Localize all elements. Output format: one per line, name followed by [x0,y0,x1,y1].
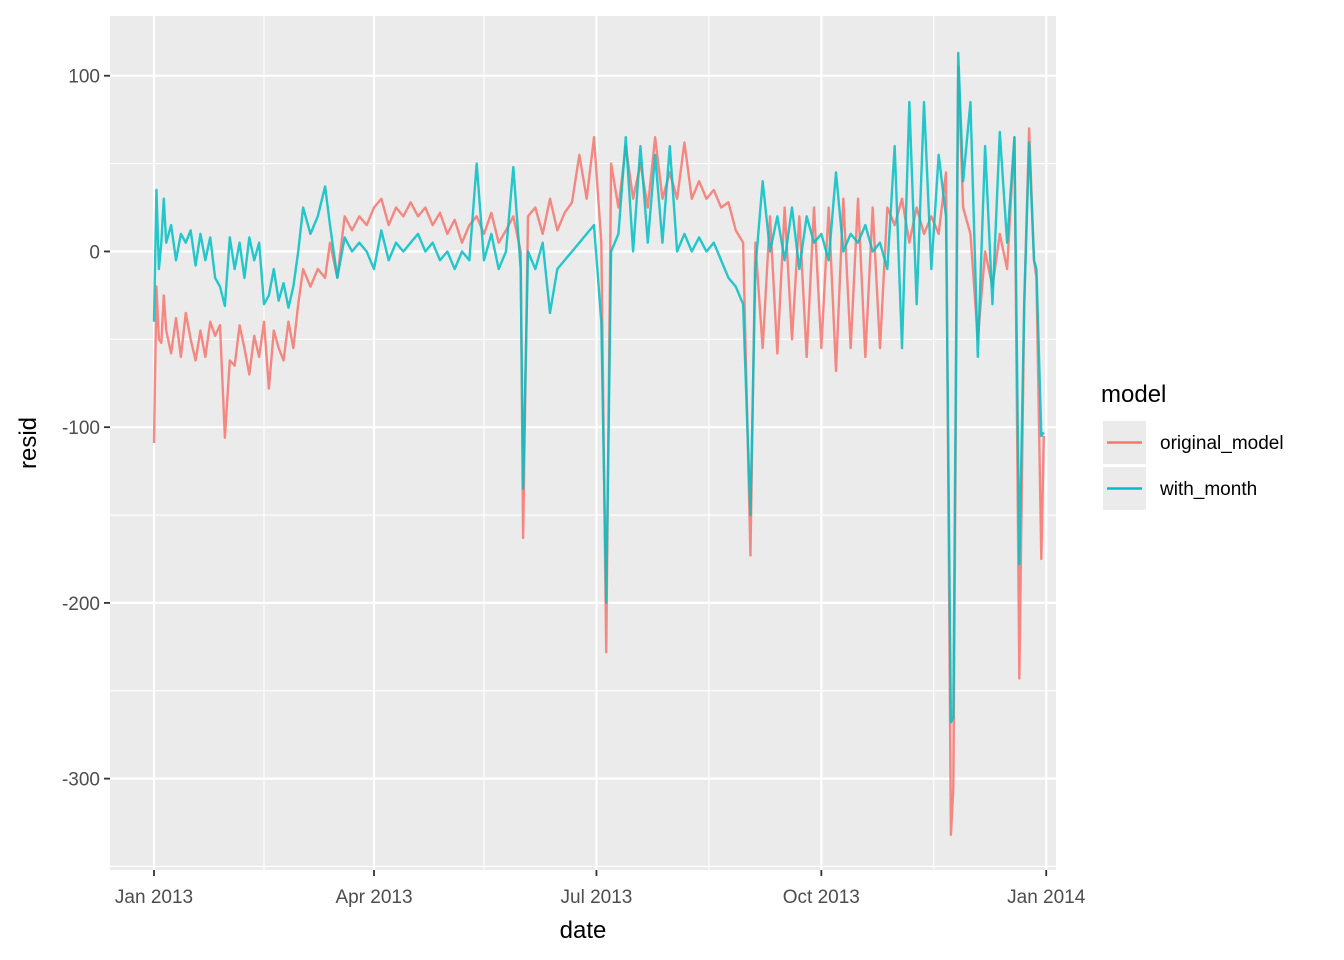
y-axis: 100 0 -100 -200 -300 [62,67,110,791]
y-tick-label: 0 [89,242,100,263]
y-tick-label: -300 [62,770,100,791]
legend-title: model [1101,381,1166,408]
x-tick-label: Jul 2013 [561,887,633,908]
x-axis: Jan 2013 Apr 2013 Jul 2013 Oct 2013 Jan 2014 [115,870,1086,908]
y-tick-label: -200 [62,594,100,615]
series-lines [152,51,1045,837]
plot-panel [110,16,1056,870]
y-tick-label: 100 [68,67,100,88]
x-tick-label: Oct 2013 [783,887,860,908]
x-tick-label: Jan 2013 [115,887,193,908]
minor-grid [110,16,1056,870]
x-tick-label: Apr 2013 [335,887,412,908]
series-line-with-month [152,51,1045,724]
x-axis-title: date [560,917,607,944]
x-tick-label: Jan 2014 [1007,887,1086,908]
y-axis-title: resid [15,417,42,469]
legend-label: original_model [1160,433,1284,454]
legend: model original_model with_month [1101,381,1284,510]
y-tick-label: -100 [62,418,100,439]
legend-label: with_month [1159,479,1257,500]
major-grid [110,16,1056,870]
